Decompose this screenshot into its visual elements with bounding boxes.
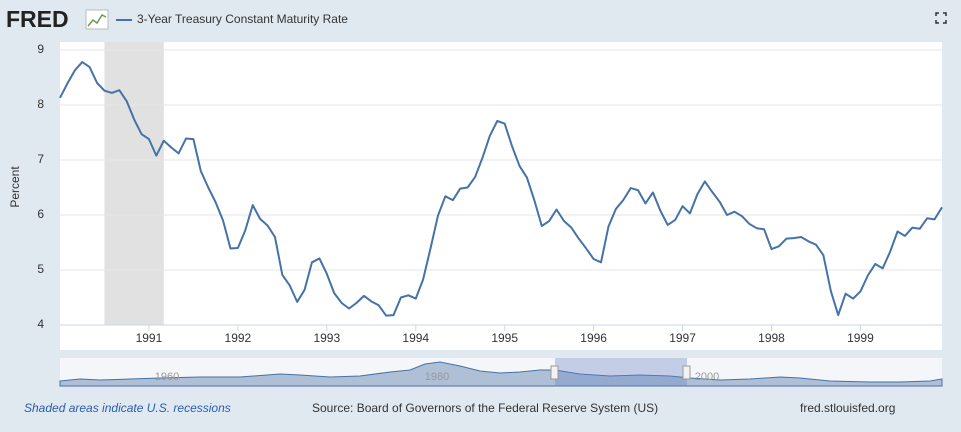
data-line [59, 61, 943, 317]
plot-panel [60, 42, 942, 350]
navigator-label: 2000 [695, 371, 719, 383]
recession-note[interactable]: Shaded areas indicate U.S. recessions [24, 401, 231, 415]
navigator-label: 1980 [425, 371, 449, 383]
x-tick-label: 1993 [313, 331, 340, 345]
y-tick-label: 5 [37, 262, 44, 276]
x-tick-label: 1992 [225, 331, 252, 345]
x-tick-label: 1997 [669, 331, 696, 345]
navigator-label: 1960 [155, 371, 179, 383]
y-tick-label: 8 [37, 97, 44, 111]
x-tick-label: 1998 [758, 331, 785, 345]
source-note: Source: Board of Governors of the Federa… [312, 401, 658, 415]
legend-label: 3-Year Treasury Constant Maturity Rate [137, 12, 348, 26]
site-link[interactable]: fred.stlouisfed.org [800, 401, 895, 415]
x-tick-label: 1995 [491, 331, 518, 345]
x-tick-label: 1994 [402, 331, 429, 345]
x-tick-label: 1991 [136, 331, 163, 345]
y-tick-label: 4 [37, 317, 44, 331]
brand-logo[interactable]: FRED [6, 6, 69, 32]
y-axis-label: Percent [8, 166, 22, 208]
logo-icon [85, 9, 109, 30]
y-tick-label: 6 [37, 207, 44, 221]
x-tick-label: 1996 [580, 331, 607, 345]
navigator[interactable] [59, 358, 943, 387]
fullscreen-icon[interactable] [935, 12, 947, 24]
y-tick-label: 7 [37, 152, 44, 166]
recession-band [104, 42, 164, 325]
x-tick-label: 1999 [847, 331, 874, 345]
y-tick-label: 9 [37, 42, 44, 56]
